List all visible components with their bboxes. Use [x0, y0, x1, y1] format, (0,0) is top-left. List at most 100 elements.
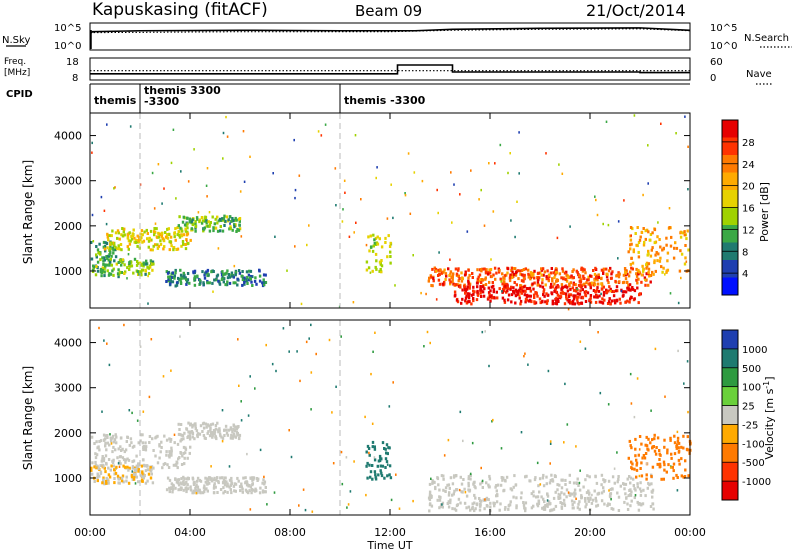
range-gate-cell	[522, 501, 525, 504]
range-gate-cell	[194, 225, 197, 229]
range-gate-cell	[106, 441, 109, 445]
range-gate-cell	[274, 235, 276, 238]
range-gate-cell	[168, 437, 171, 441]
range-gate-cell	[622, 280, 626, 284]
range-gate-cell	[438, 495, 441, 499]
range-gate-cell	[183, 456, 186, 460]
range-gate-cell	[214, 485, 217, 489]
range-gate-cell	[179, 488, 183, 492]
range-gate-cell	[257, 477, 260, 481]
range-gate-cell	[624, 290, 628, 294]
range-gate-cell	[545, 275, 548, 279]
range-gate-cell	[234, 435, 237, 439]
range-gate-cell	[120, 479, 124, 483]
range-gate-cell	[377, 459, 381, 463]
range-gate-cell	[142, 239, 146, 243]
range-gate-cell	[170, 453, 173, 457]
range-gate-cell	[464, 270, 467, 274]
range-gate-cell	[185, 477, 189, 481]
range-gate-cell	[554, 490, 557, 494]
range-gate-cell	[686, 360, 689, 363]
range-gate-cell	[438, 498, 442, 502]
range-gate-cell	[381, 441, 385, 445]
range-gate-cell	[536, 294, 539, 298]
range-gate-cell	[629, 493, 632, 497]
range-gate-cell	[552, 507, 556, 511]
range-gate-cell	[347, 503, 350, 506]
range-gate-cell	[467, 477, 470, 481]
range-gate-cell	[193, 283, 197, 287]
range-gate-cell	[660, 265, 663, 269]
range-gate-cell	[180, 277, 183, 280]
range-gate-cell	[607, 289, 610, 293]
range-gate-cell	[230, 219, 233, 223]
range-gate-cell	[228, 281, 232, 285]
range-gate-cell	[623, 487, 626, 491]
range-gate-cell	[603, 298, 606, 302]
range-gate-cell	[374, 265, 377, 269]
range-gate-cell	[170, 161, 173, 165]
range-gate-cell	[469, 508, 472, 512]
range-gate-cell	[685, 447, 689, 451]
range-gate-cell	[182, 445, 186, 449]
range-gate-cell	[635, 274, 639, 278]
range-gate-cell	[341, 220, 344, 223]
range-gate-cell	[472, 292, 475, 296]
power-heatmap-group	[90, 113, 690, 311]
range-gate-cell	[686, 435, 689, 439]
range-gate-cell	[113, 468, 116, 472]
range-gate-cell	[606, 302, 610, 305]
range-gate-cell	[371, 422, 374, 425]
range-gate-cell	[577, 302, 581, 306]
x-tick-label: 08:00	[274, 526, 306, 539]
range-gate-cell	[136, 419, 139, 422]
range-gate-cell	[673, 434, 676, 438]
range-gate-cell	[265, 343, 267, 347]
range-gate-cell	[574, 283, 577, 287]
range-gate-cell	[184, 451, 187, 455]
range-gate-cell	[222, 486, 225, 490]
range-gate-cell	[676, 436, 680, 440]
range-gate-cell	[506, 271, 509, 275]
range-gate-cell	[666, 448, 669, 452]
range-gate-cell	[161, 202, 163, 205]
range-gate-cell	[121, 456, 125, 460]
range-gate-cell	[549, 478, 552, 482]
range-gate-cell	[598, 294, 601, 298]
range-gate-cell	[642, 227, 645, 230]
range-gate-cell	[92, 240, 95, 243]
y-tick-label: 2000	[54, 427, 82, 440]
range-gate-cell	[509, 487, 512, 491]
range-gate-cell	[436, 477, 440, 481]
range-gate-cell	[170, 449, 173, 453]
range-gate-cell	[117, 231, 120, 235]
range-gate-cell	[611, 270, 614, 274]
range-gate-cell	[177, 483, 181, 487]
range-gate-cell	[514, 273, 518, 277]
range-gate-cell	[626, 286, 629, 290]
range-gate-cell	[213, 222, 216, 226]
range-gate-cell	[514, 483, 518, 487]
range-gate-cell	[230, 491, 233, 495]
range-gate-cell	[170, 451, 173, 455]
range-gate-cell	[441, 503, 443, 506]
range-gate-cell	[461, 288, 464, 292]
range-gate-cell	[578, 274, 581, 277]
range-gate-cell	[180, 463, 184, 466]
range-gate-cell	[563, 302, 567, 306]
range-gate-cell	[675, 443, 679, 447]
range-gate-cell	[431, 479, 434, 483]
range-gate-cell	[463, 288, 467, 292]
range-gate-cell	[536, 281, 540, 285]
range-gate-cell	[199, 424, 203, 428]
range-gate-cell	[266, 503, 268, 506]
range-gate-cell	[512, 289, 515, 293]
range-gate-cell	[600, 277, 603, 281]
range-gate-cell	[109, 245, 112, 249]
range-gate-cell	[126, 465, 129, 469]
range-gate-cell	[261, 281, 264, 285]
range-gate-cell	[459, 285, 462, 289]
nsky-tick-bottom: 10^0	[54, 41, 81, 52]
beam-title: Beam 09	[355, 2, 422, 20]
